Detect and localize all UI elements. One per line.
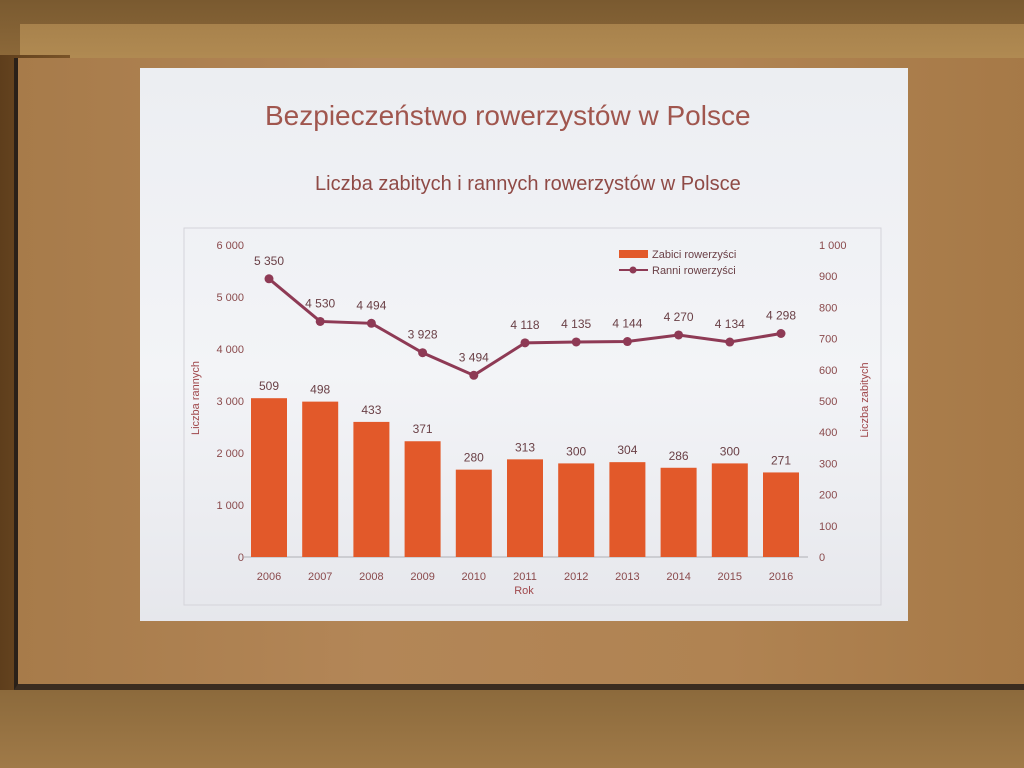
right-tick-label: 300 xyxy=(819,458,837,470)
line-data-label: 4 118 xyxy=(510,318,539,332)
line-point xyxy=(725,337,735,347)
line-point xyxy=(418,348,428,358)
x-axis-ticks: 2006 2007 2008 2009 2010 2011 2012 2013 2014 2015… xyxy=(257,571,793,583)
line-point xyxy=(264,274,274,284)
line-data-label: 4 134 xyxy=(715,317,745,331)
legend-marker-line xyxy=(629,266,637,274)
line-data-label: 4 494 xyxy=(356,298,386,312)
bar-data-label: 271 xyxy=(771,453,791,467)
lower-wall xyxy=(0,690,1024,768)
line-data-label: 3 494 xyxy=(459,350,489,364)
right-tick-label: 800 xyxy=(819,302,837,314)
line-data-label: 5 350 xyxy=(254,254,284,268)
bar-data-label: 498 xyxy=(310,383,330,397)
x-tick-label: 2016 xyxy=(769,571,793,583)
bar-data-label: 433 xyxy=(361,403,381,417)
bar-data-label: 300 xyxy=(720,444,740,458)
right-tick-label: 0 xyxy=(819,552,825,564)
line-data-label: 4 144 xyxy=(612,317,642,331)
legend-swatch-bars xyxy=(619,250,648,258)
legend: Zabici rowerzyści Ranni rowerzyści xyxy=(619,249,736,277)
x-tick-label: 2009 xyxy=(410,571,434,583)
bar-data-label: 286 xyxy=(669,449,689,463)
bar-series: 509 498 433 371 280 313 300 304 286 300 271 xyxy=(251,379,799,557)
bar xyxy=(711,463,748,557)
legend-label-bars: Zabici rowerzyści xyxy=(652,249,736,261)
x-tick-label: 2008 xyxy=(359,571,383,583)
left-tick-label: 1 000 xyxy=(216,500,244,512)
right-axis-title: Liczba zabitych xyxy=(859,362,871,437)
line-point xyxy=(469,370,479,380)
line-point xyxy=(315,316,325,326)
x-tick-label: 2010 xyxy=(462,571,486,583)
right-axis-ticks: 0 100 200 300 400 500 600 700 800 900 1 000 xyxy=(819,240,847,564)
legend-label-line: Ranni rowerzyści xyxy=(652,265,736,277)
right-tick-label: 600 xyxy=(819,365,837,377)
x-tick-label: 2007 xyxy=(308,571,332,583)
left-tick-label: 0 xyxy=(238,552,244,564)
bar-data-label: 509 xyxy=(259,379,279,393)
x-tick-label: 2011 xyxy=(513,571,537,583)
bar-data-label: 300 xyxy=(566,444,586,458)
line-data-label: 4 270 xyxy=(664,310,694,324)
right-tick-label: 100 xyxy=(819,521,837,533)
line-series: 5 350 4 530 4 494 3 928 3 494 4 118 4 135 4 144… xyxy=(254,254,796,380)
right-tick-label: 500 xyxy=(819,396,837,408)
bar xyxy=(251,398,287,557)
x-tick-label: 2014 xyxy=(666,571,690,583)
chart-title: Liczba zabitych i rannych rowerzystów w … xyxy=(315,173,741,195)
x-tick-label: 2006 xyxy=(257,571,281,583)
bar-data-label: 280 xyxy=(464,451,484,465)
bar xyxy=(660,467,697,557)
bar xyxy=(353,421,390,557)
x-tick-label: 2015 xyxy=(718,571,742,583)
line-data-label: 3 928 xyxy=(408,328,438,342)
line-point xyxy=(622,337,632,347)
right-tick-label: 1 000 xyxy=(819,240,847,252)
plot-frame xyxy=(183,227,882,606)
bar-data-label: 304 xyxy=(617,443,637,457)
right-tick-label: 900 xyxy=(819,271,837,283)
ceiling-molding xyxy=(20,24,1024,58)
bar xyxy=(507,459,543,557)
line-data-label: 4 298 xyxy=(766,309,796,323)
line-point xyxy=(571,337,581,347)
slide-title: Bezpieczeństwo rowerzystów w Polsce xyxy=(265,100,751,131)
x-tick-label: 2012 xyxy=(564,571,588,583)
x-axis-title: Rok xyxy=(514,585,534,597)
left-tick-label: 5 000 xyxy=(216,292,244,304)
line-data-label: 4 530 xyxy=(305,296,335,310)
bar-data-label: 313 xyxy=(515,440,535,454)
left-tick-label: 2 000 xyxy=(216,448,244,460)
line-data-label: 4 135 xyxy=(561,317,591,331)
bar xyxy=(455,469,492,557)
right-tick-label: 400 xyxy=(819,427,837,439)
bar xyxy=(302,401,339,557)
bar-data-label: 371 xyxy=(413,422,433,436)
line-point xyxy=(520,338,530,348)
line-point xyxy=(776,329,786,339)
x-tick-label: 2013 xyxy=(615,571,639,583)
right-tick-label: 200 xyxy=(819,490,837,502)
bar xyxy=(763,472,799,557)
left-tick-label: 3 000 xyxy=(216,396,244,408)
bar xyxy=(609,462,646,557)
line-point xyxy=(674,330,684,340)
line-point xyxy=(366,318,376,328)
right-tick-label: 700 xyxy=(819,334,837,346)
left-tick-label: 4 000 xyxy=(216,344,244,356)
left-axis-title: Liczba rannych xyxy=(190,361,202,435)
left-axis-ticks: 0 1 000 2 000 3 000 4 000 5 000 6 000 xyxy=(216,240,244,564)
bar xyxy=(558,463,595,557)
bar xyxy=(404,441,441,557)
left-tick-label: 6 000 xyxy=(216,240,244,252)
